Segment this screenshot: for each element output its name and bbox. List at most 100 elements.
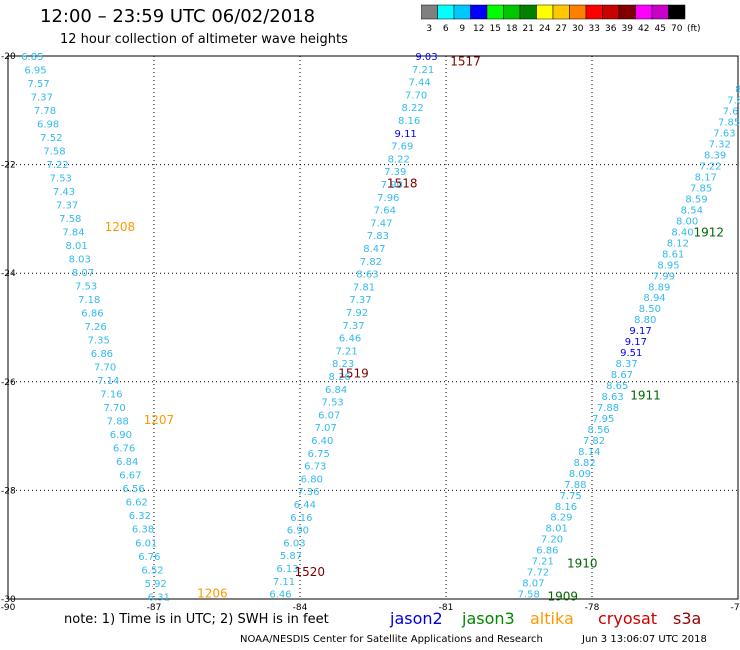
data-point-label: 6.67	[119, 471, 141, 482]
data-point-label: 6.75	[308, 449, 330, 460]
data-point-label: 8.22	[401, 103, 423, 114]
data-point-label: 8.17	[695, 172, 717, 183]
pass-time-label: 1206	[197, 587, 228, 601]
data-point-label: 6.90	[110, 430, 132, 441]
data-point-label: 7.37	[31, 93, 53, 104]
data-point-label: 7.88	[107, 417, 129, 428]
y-tick-label: -30	[1, 595, 16, 605]
data-point-label: 7.37	[56, 201, 78, 212]
data-point-label: 7.35	[88, 336, 110, 347]
y-tick-label: -22	[1, 161, 16, 171]
pass-time-label: 1912	[694, 225, 725, 239]
data-point-label: 6.86	[536, 546, 558, 557]
data-point-label: 6.52	[141, 565, 163, 576]
data-point-label: 7.21	[335, 346, 357, 357]
data-point-label: 7.63	[713, 129, 735, 140]
data-point-label: 7.58	[43, 147, 65, 158]
data-point-label: 6.76	[113, 444, 135, 455]
x-tick-label: -84	[293, 603, 308, 612]
data-point-label: 7.43	[53, 187, 75, 198]
data-point-label: 7.11	[273, 577, 295, 588]
data-point-label: 7.47	[370, 218, 392, 229]
data-point-label: 7.20	[541, 535, 563, 546]
data-point-label: 6.90	[287, 526, 309, 537]
data-point-label: 8.63	[601, 392, 623, 403]
data-point-label: 7.78	[34, 106, 56, 117]
data-point-label: 6.84	[116, 457, 138, 468]
data-point-label: 7.52	[40, 133, 62, 144]
data-point-label: 9.03	[415, 52, 437, 63]
data-point-label: 9.51	[620, 348, 642, 359]
colorbar-tick-label: 70	[671, 24, 683, 34]
data-point-label: 7.32	[709, 140, 731, 151]
data-point-label: 5.87	[280, 551, 302, 562]
data-point-label: 6.98	[37, 120, 59, 131]
data-point-label: 8.00	[676, 216, 698, 227]
data-point-label: 8.16	[555, 502, 577, 513]
legend-s3a: s3a	[673, 609, 702, 628]
colorbar-tick-label: 39	[622, 24, 634, 34]
data-point-label: 7.64	[374, 206, 396, 217]
colorbar-tick-label: 36	[605, 24, 617, 34]
data-point-label: 6.44	[294, 500, 316, 511]
data-point-label: 7.84	[62, 228, 84, 239]
data-point-label: 8.56	[587, 425, 609, 436]
pass-time-label: 1518	[387, 177, 418, 191]
data-point-label: 6.32	[129, 511, 151, 522]
data-point-label: 7.44	[408, 78, 430, 89]
data-point-label: 6.31	[148, 592, 170, 603]
data-point-label: 7.21	[412, 65, 434, 76]
colorbar-tick-label: 33	[589, 24, 600, 34]
data-point-label: 8.80	[634, 315, 656, 326]
data-point-label: 8.01	[546, 524, 568, 535]
credit-line: NOAA/NESDIS Center for Satellite Applica…	[240, 634, 543, 645]
data-point-label: 7.53	[50, 174, 72, 185]
legend-altika: altika	[530, 609, 574, 628]
data-point-label: 7.58	[518, 590, 540, 601]
colorbar-tick-label: 9	[459, 24, 465, 34]
data-point-label: 8.65	[606, 381, 628, 392]
data-point-label: 8.12	[667, 238, 689, 249]
data-point-label: 8.16	[398, 116, 420, 127]
pass-time-label: 1911	[630, 388, 661, 402]
data-point-label: 9.17	[629, 326, 651, 337]
data-point-label: 8.37	[615, 359, 637, 370]
data-point-label: 8.67	[611, 370, 633, 381]
data-point-label: 8.63	[356, 270, 378, 281]
data-point-label: 6.86	[81, 309, 103, 320]
data-point-label: 7.16	[100, 390, 122, 401]
data-point-label: 7.18	[78, 295, 100, 306]
data-point-label: 7.07	[315, 423, 337, 434]
data-point-label: 7.81	[353, 282, 375, 293]
pass-time-label: 1207	[144, 413, 175, 427]
data-point-label: 7.37	[349, 295, 371, 306]
data-point-label: 8.14	[578, 447, 600, 458]
chart-title: 12:00 – 23:59 UTC 06/02/2018	[40, 6, 316, 27]
colorbar-tick-label: 6	[443, 24, 449, 34]
data-point-label: 7.57	[28, 79, 50, 90]
data-point-label: 8.03	[69, 255, 91, 266]
colorbar-tick-label: 45	[655, 24, 666, 34]
generated-timestamp: Jun 3 13:06:07 UTC 2018	[582, 634, 707, 645]
colorbar-swatch	[668, 4, 686, 20]
data-point-label: 6.86	[91, 349, 113, 360]
data-point-label: 5.92	[145, 579, 167, 590]
chart-subtitle: 12 hour collection of altimeter wave hei…	[60, 32, 348, 47]
data-point-label: 8.94	[643, 293, 665, 304]
data-point-label: 6.73	[304, 462, 326, 473]
plot-frame	[7, 55, 739, 600]
data-point-label: 7.80	[727, 96, 740, 107]
colorbar-tick-label: 21	[523, 24, 534, 34]
data-point-label: 7.58	[59, 214, 81, 225]
x-tick-label: -81	[439, 603, 454, 612]
pass-time-label: 1910	[567, 557, 598, 571]
data-point-label: 7.92	[346, 308, 368, 319]
data-point-label: 8.47	[363, 244, 385, 255]
legend-cryosat: cryosat	[598, 609, 658, 628]
data-point-label: 9.11	[395, 129, 417, 140]
data-point-label: 8.39	[704, 151, 726, 162]
y-tick-label: -24	[1, 269, 16, 279]
legend-jason3: jason3	[462, 609, 515, 628]
colorbar-tick-label: 42	[638, 24, 649, 34]
x-tick-label: -90	[1, 603, 16, 612]
